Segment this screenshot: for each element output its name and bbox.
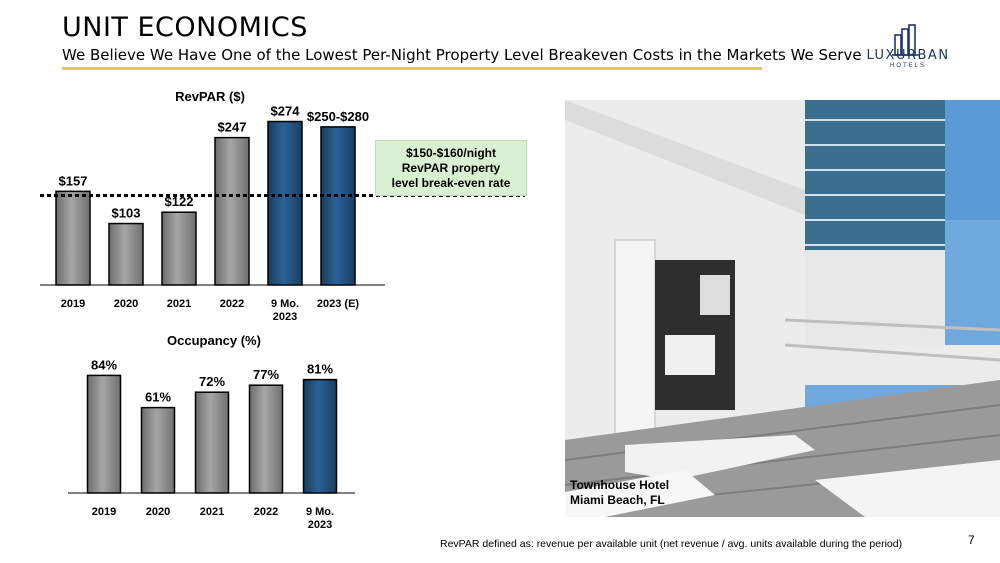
logo-subtext: HOTELS bbox=[889, 63, 926, 69]
revpar-chart: RevPAR ($) $157 2019 $103 2020 $122 2021 $247 2… bbox=[40, 89, 525, 323]
subtitle-underline bbox=[62, 67, 762, 70]
photo-caption: Townhouse Hotel Miami Beach, FL bbox=[570, 478, 669, 508]
x-tick-label: 2021 bbox=[200, 506, 224, 518]
breakeven-callout: $150-$160/night RevPAR property level br… bbox=[375, 140, 527, 196]
occupancy-chart-title: Occupancy (%) bbox=[167, 333, 261, 348]
bar bbox=[320, 126, 356, 286]
data-label: $103 bbox=[112, 206, 141, 221]
bar bbox=[108, 222, 144, 286]
x-tick-label: 2021 bbox=[167, 298, 191, 310]
x-tick-label: 2019 bbox=[92, 506, 116, 518]
bar bbox=[248, 384, 284, 494]
x-tick-label: 2023 (E) bbox=[317, 298, 360, 310]
bar bbox=[86, 374, 122, 494]
data-label: 72% bbox=[199, 374, 225, 389]
data-label: $157 bbox=[59, 173, 88, 188]
data-label: 81% bbox=[307, 362, 333, 377]
x-tick-label: 2020 bbox=[114, 298, 138, 310]
bar bbox=[140, 406, 176, 494]
x-tick-label: 2023 bbox=[273, 311, 297, 323]
data-label: 77% bbox=[253, 367, 279, 382]
x-tick-label: 2020 bbox=[146, 506, 170, 518]
luxurban-logo-icon bbox=[892, 24, 920, 56]
x-tick-label: 2023 bbox=[308, 519, 332, 531]
photo-caption-line2: Miami Beach, FL bbox=[570, 493, 665, 507]
townhouse-hotel-photo bbox=[565, 100, 1000, 517]
data-label: $122 bbox=[165, 194, 194, 209]
x-tick-label: 2022 bbox=[220, 298, 244, 310]
x-tick-label: 9 Mo. bbox=[306, 506, 334, 518]
breakeven-line2: RevPAR property bbox=[401, 160, 501, 175]
bar bbox=[194, 391, 230, 494]
footnote: RevPAR defined as: revenue per available… bbox=[440, 538, 903, 550]
breakeven-line1: $150-$160/night bbox=[405, 145, 497, 160]
occupancy-chart: Occupancy (%) 84% 2019 61% 2020 72% 2021 77% 20… bbox=[68, 333, 355, 531]
photo-caption-line1: Townhouse Hotel bbox=[570, 478, 670, 492]
revpar-chart-title: RevPAR ($) bbox=[175, 89, 245, 104]
bar bbox=[267, 120, 303, 286]
data-label: $250-$280 bbox=[307, 109, 369, 124]
data-label: 61% bbox=[145, 390, 171, 405]
x-tick-label: 9 Mo. bbox=[271, 298, 299, 310]
data-label: $274 bbox=[271, 104, 301, 119]
bar bbox=[214, 136, 250, 286]
page-title: UNIT ECONOMICS bbox=[62, 12, 308, 43]
bar bbox=[161, 211, 197, 286]
page-subtitle: We Believe We Have One of the Lowest Per… bbox=[62, 46, 862, 64]
data-label: 84% bbox=[91, 357, 117, 372]
logo-wordmark: LUXURBAN bbox=[866, 48, 950, 63]
page-number: 7 bbox=[968, 533, 975, 547]
x-tick-label: 2019 bbox=[61, 298, 85, 310]
bar bbox=[55, 190, 91, 286]
bar bbox=[302, 378, 338, 494]
x-tick-label: 2022 bbox=[254, 506, 278, 518]
breakeven-line3: level break-even rate bbox=[391, 175, 511, 190]
data-label: $247 bbox=[218, 120, 247, 135]
